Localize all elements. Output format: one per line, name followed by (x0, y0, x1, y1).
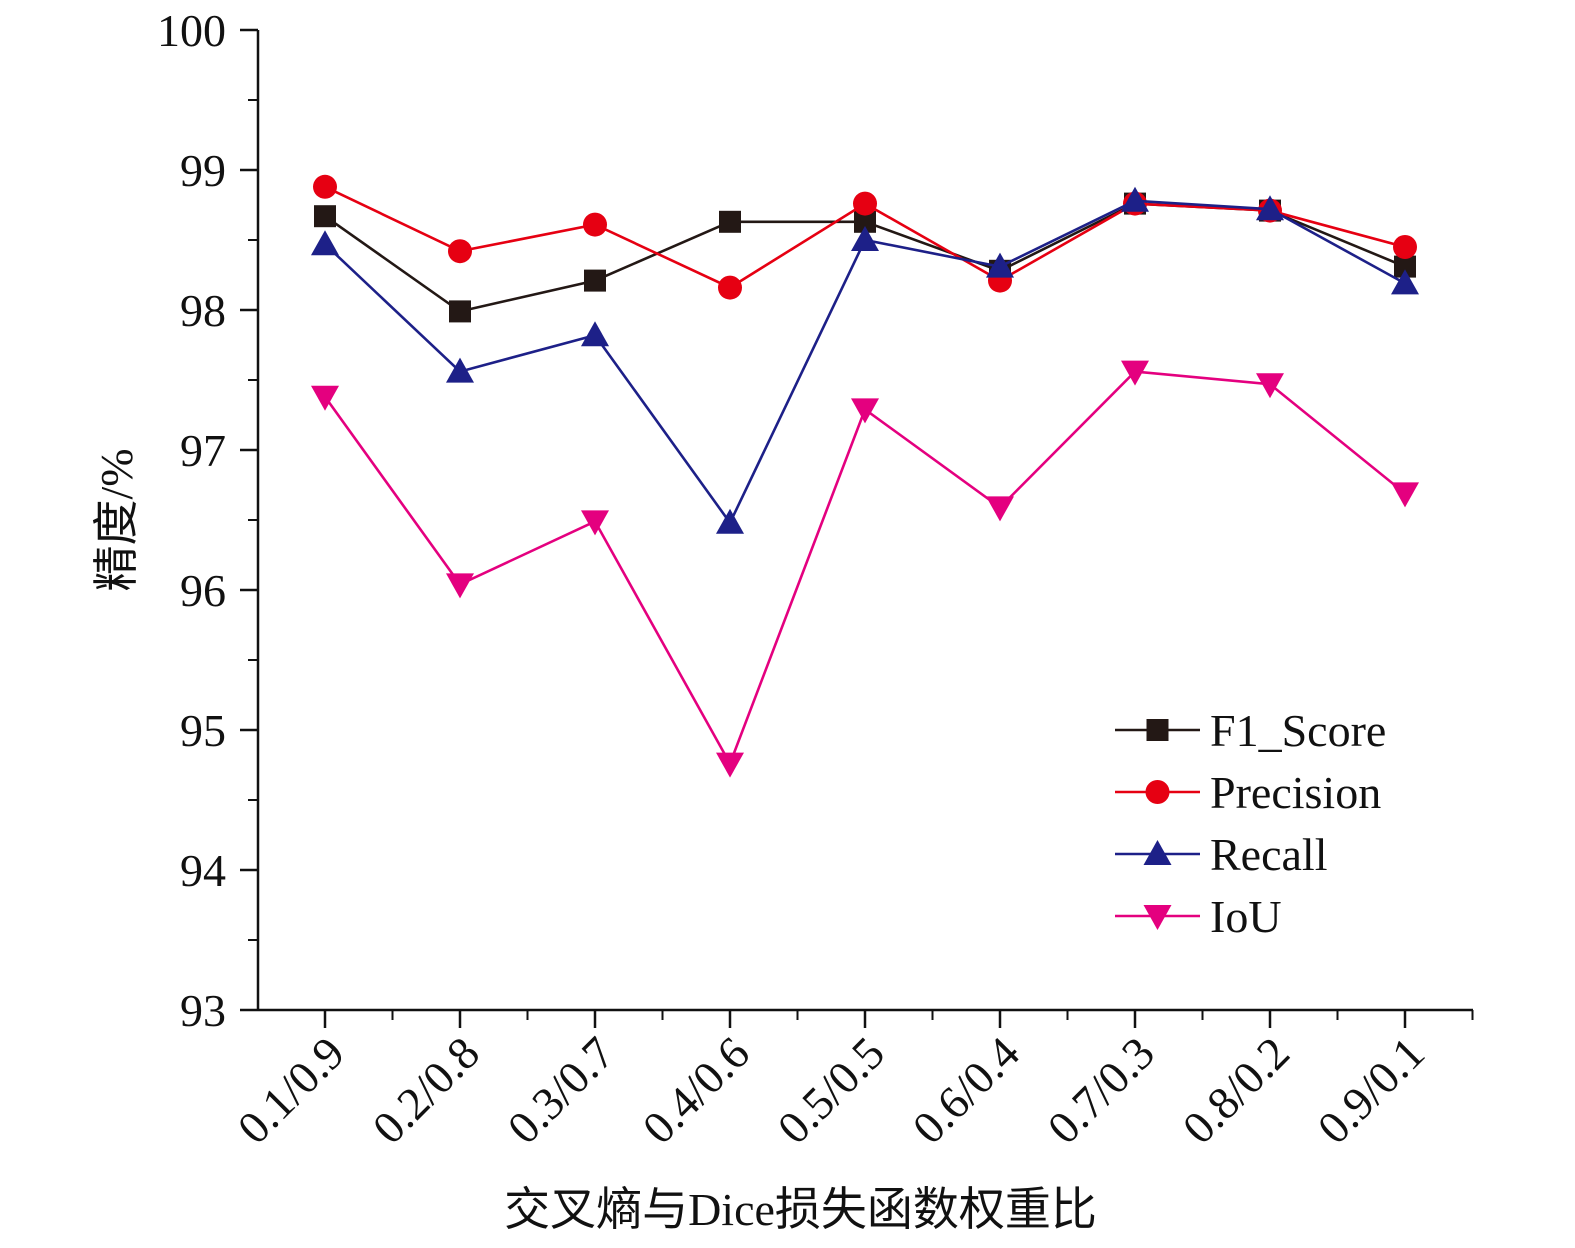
x-tick-label: 0.9/0.1 (1308, 1027, 1434, 1153)
series-iou (311, 360, 1419, 778)
x-tick-label: 0.5/0.5 (768, 1027, 894, 1153)
data-point-circle (583, 212, 607, 237)
data-point-circle (1145, 780, 1170, 804)
data-point-triangle-down (446, 573, 474, 599)
y-tick-label: 94 (180, 845, 226, 896)
data-point-triangle-up (851, 226, 879, 251)
legend-label: IoU (1210, 891, 1282, 942)
legend-entry: F1_Score (1115, 705, 1386, 756)
data-point-circle (313, 174, 337, 199)
data-point-triangle-down (1256, 373, 1284, 399)
x-tick-label: 0.8/0.2 (1173, 1027, 1299, 1153)
data-point-circle (718, 275, 742, 300)
data-point-triangle-down (581, 510, 609, 536)
legend-entry: Recall (1115, 829, 1328, 880)
data-point-triangle-up (446, 357, 474, 383)
data-point-circle (853, 191, 877, 216)
legend-label: Recall (1210, 829, 1328, 880)
series-layer (311, 174, 1419, 778)
y-axis-title: 精度/% (91, 448, 142, 591)
x-ticks: 0.1/0.9 0.2/0.8 0.3/0.7 0.4/0.6 0.5/0.5 0.6/0… (228, 1010, 1474, 1153)
data-point-triangle-up (716, 508, 744, 534)
x-tick-label: 0.6/0.4 (903, 1027, 1029, 1153)
data-point-square (1146, 719, 1169, 741)
y-tick-label: 100 (157, 5, 226, 56)
x-axis-title: 交叉熵与Dice损失函数权重比 (504, 1184, 1097, 1235)
x-tick-label: 0.7/0.3 (1038, 1027, 1164, 1153)
data-point-square (584, 269, 606, 292)
data-point-triangle-up (1143, 840, 1172, 865)
data-point-triangle-up (1256, 195, 1284, 221)
data-point-square (719, 210, 741, 233)
y-tick-label: 93 (180, 985, 226, 1036)
x-tick-label: 0.4/0.6 (633, 1027, 759, 1153)
legend: F1_Score Precision Recall IoU (1115, 705, 1386, 942)
x-tick-label: 0.1/0.9 (228, 1027, 354, 1153)
data-point-triangle-down (311, 385, 339, 411)
data-point-triangle-up (986, 252, 1014, 278)
data-point-square (1394, 255, 1416, 278)
data-point-triangle-up (1121, 186, 1149, 212)
data-point-square (449, 300, 471, 323)
data-point-triangle-up (581, 321, 609, 347)
legend-label: Precision (1210, 767, 1381, 818)
x-tick-label: 0.2/0.8 (363, 1027, 489, 1153)
y-ticks: 93 94 95 96 97 98 99 100 (157, 5, 258, 1036)
y-tick-label: 98 (180, 285, 226, 336)
y-tick-label: 99 (180, 145, 226, 196)
data-point-square (314, 205, 336, 228)
data-point-triangle-up (1391, 269, 1419, 295)
legend-label: F1_Score (1210, 705, 1386, 756)
data-point-triangle-down (1121, 360, 1149, 386)
data-point-triangle-down (986, 496, 1014, 522)
data-point-triangle-down (716, 752, 744, 778)
data-point-triangle-up (311, 230, 339, 256)
data-point-triangle-down (1391, 482, 1419, 508)
legend-entry: Precision (1115, 767, 1381, 818)
data-point-circle (448, 239, 472, 264)
data-point-triangle-down (851, 398, 879, 424)
y-tick-label: 97 (180, 425, 226, 476)
y-tick-label: 95 (180, 705, 226, 756)
series-recall (311, 186, 1419, 534)
y-tick-label: 96 (180, 565, 226, 616)
data-point-triangle-down (1143, 905, 1172, 930)
data-point-square (854, 210, 876, 233)
data-point-circle (1393, 235, 1417, 259)
legend-entry: IoU (1115, 891, 1282, 942)
x-tick-label: 0.3/0.7 (498, 1027, 624, 1153)
